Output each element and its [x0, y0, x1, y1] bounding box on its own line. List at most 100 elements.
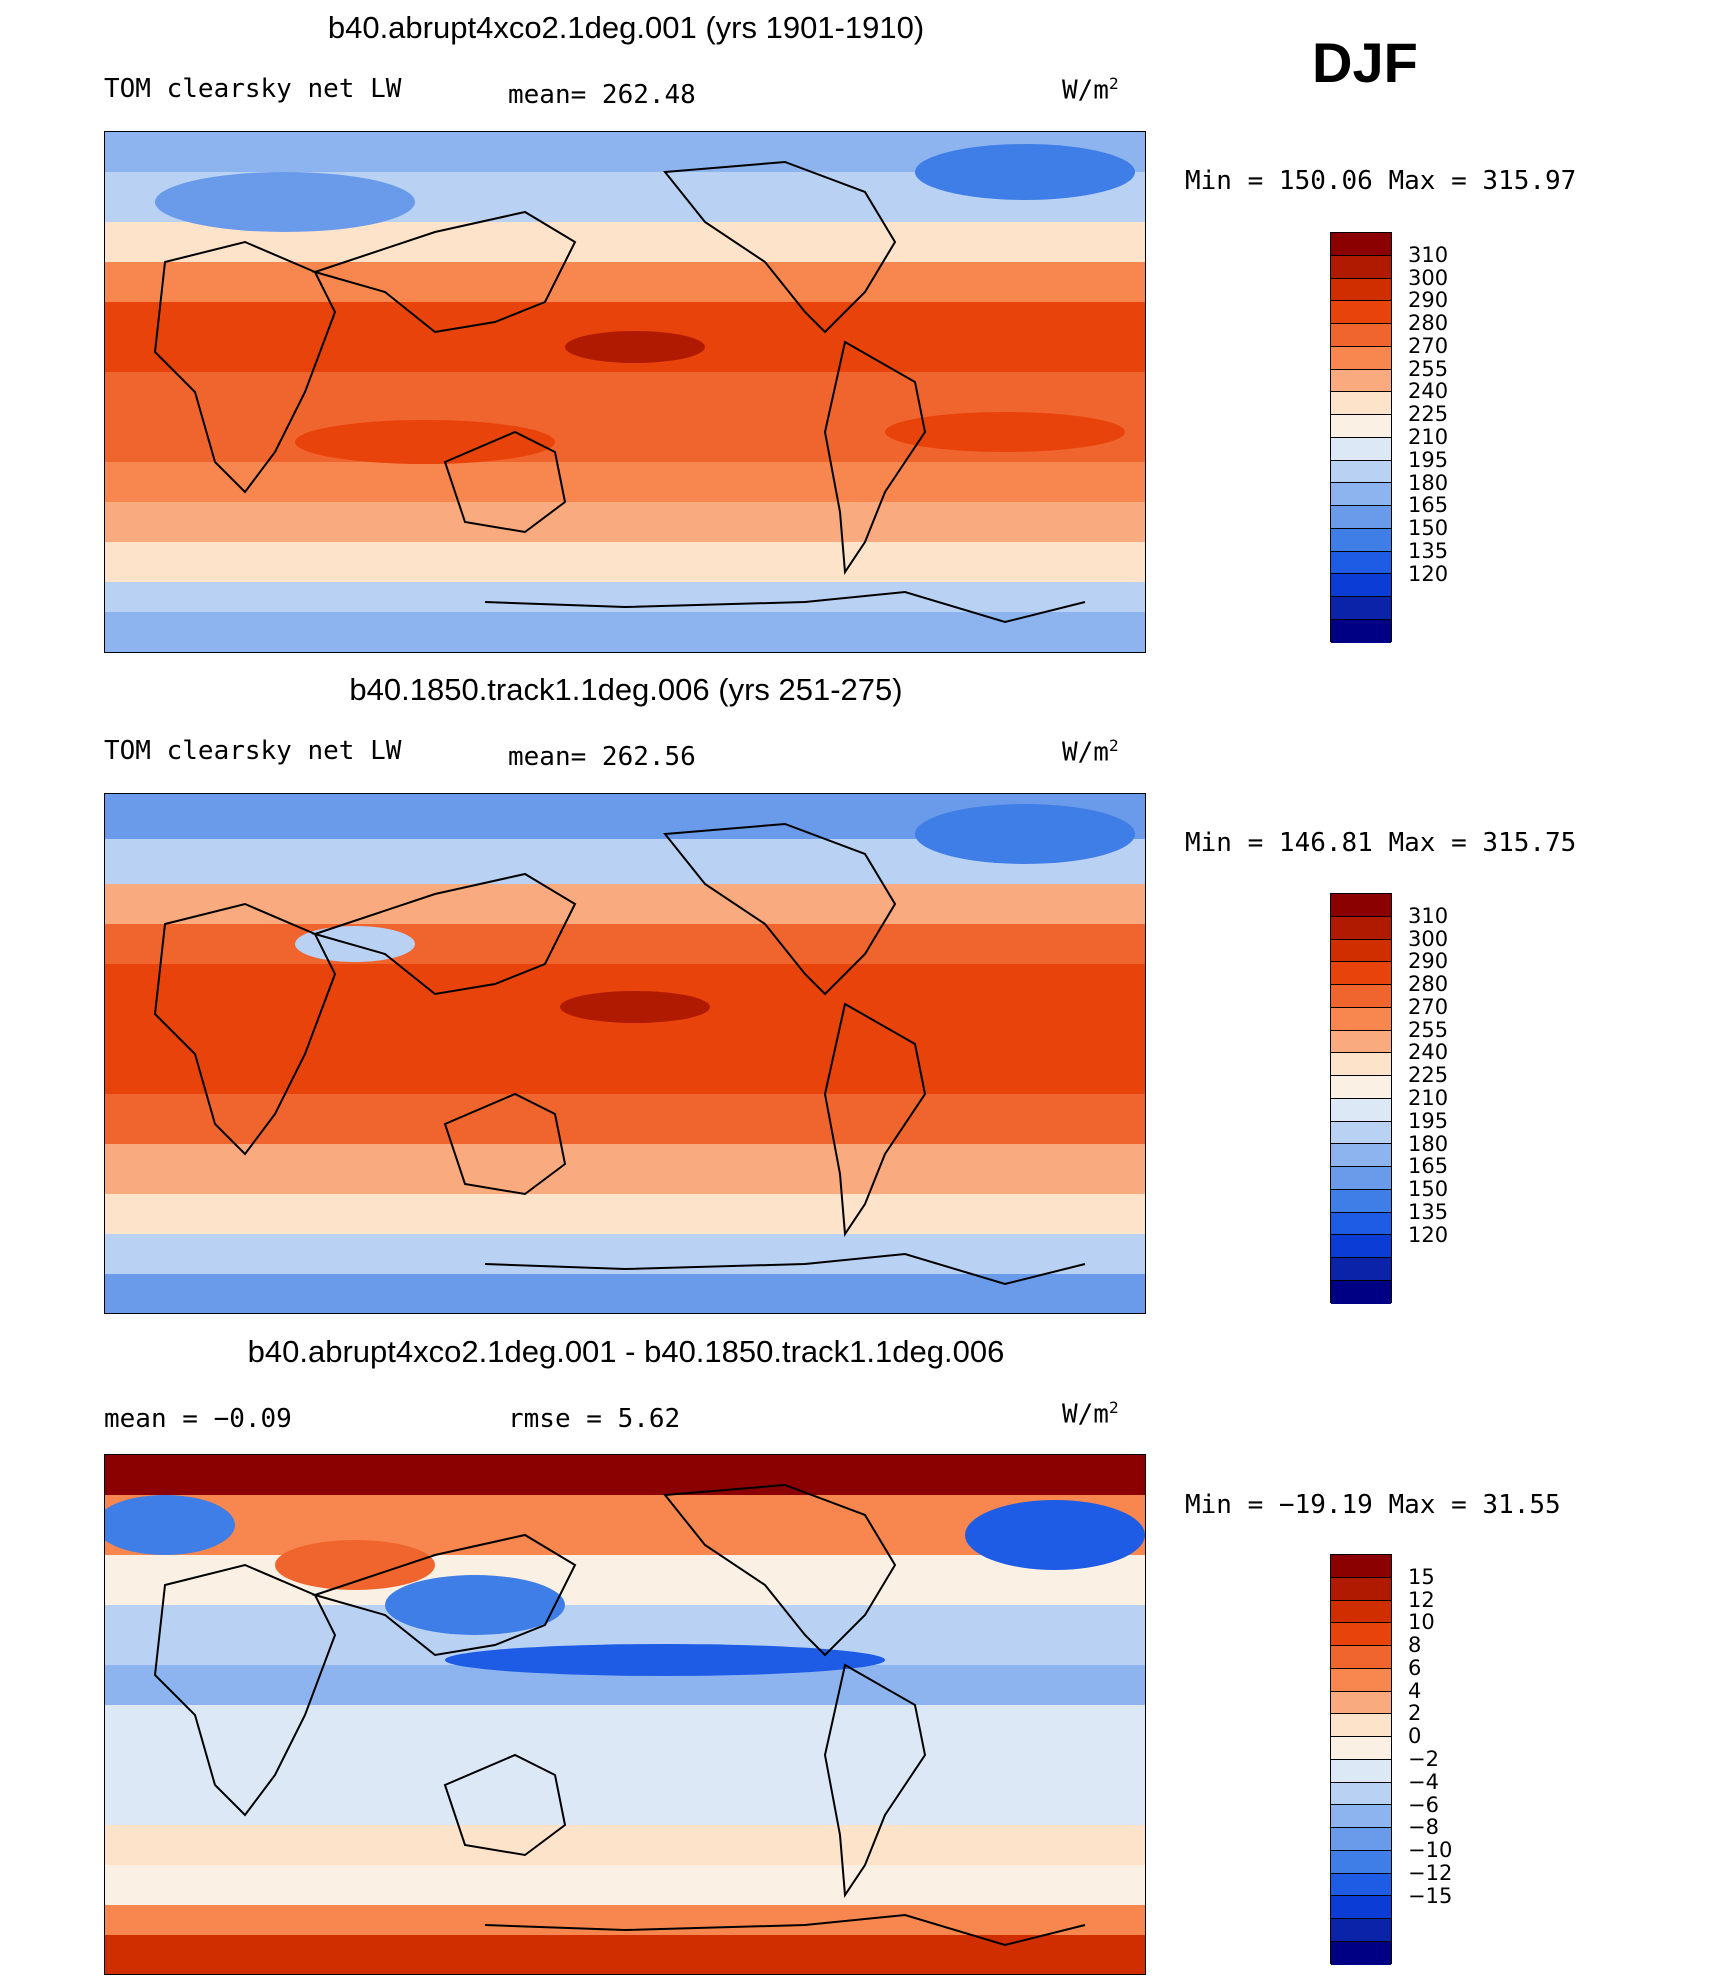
panel-1-title: b40.abrupt4xco2.1deg.001 (yrs 1901-1910) — [327, 10, 925, 45]
colorbar-tick-label: 290 — [1408, 288, 1449, 313]
colorbar-swatch — [1331, 1737, 1391, 1760]
colorbar-swatch — [1331, 1623, 1391, 1647]
panel-1-units: W/m2 — [1062, 74, 1119, 106]
colorbar-swatch — [1331, 1555, 1391, 1578]
panel-2-map-field — [105, 794, 1145, 1313]
colorbar-tick-label: −2 — [1408, 1747, 1439, 1771]
colorbar-tick-label: 150 — [1408, 1177, 1449, 1202]
colorbar-swatch — [1331, 346, 1391, 370]
colorbar-swatch — [1331, 1121, 1391, 1145]
colorbar-swatch — [1331, 1919, 1391, 1943]
colorbar-swatch — [1331, 1759, 1391, 1783]
colorbar-tick-label: 280 — [1408, 311, 1449, 336]
panel-2-minmax: Min = 146.81 Max = 315.75 — [1185, 828, 1577, 858]
colorbar-tick-label: 6 — [1408, 1655, 1422, 1680]
panel-3-colorbar — [1330, 1554, 1392, 1965]
season-label: DJF — [1312, 31, 1418, 94]
colorbar-swatch — [1331, 1167, 1391, 1190]
colorbar-tick-label: −10 — [1408, 1838, 1453, 1863]
colorbar-swatch — [1331, 551, 1391, 575]
panel-2-colorbar-cells — [1331, 894, 1391, 1304]
colorbar-swatch — [1331, 1646, 1391, 1669]
panel-1-colorbar — [1330, 232, 1392, 643]
colorbar-swatch — [1331, 233, 1391, 256]
colorbar-swatch — [1331, 1896, 1391, 1920]
colorbar-swatch — [1331, 1805, 1391, 1829]
colorbar-tick-label: 270 — [1408, 333, 1449, 358]
colorbar-tick-label: −8 — [1408, 1815, 1439, 1840]
colorbar-tick-label: 280 — [1408, 972, 1449, 997]
panel-2-colorbar — [1330, 893, 1392, 1304]
colorbar-tick-label: 8 — [1408, 1633, 1422, 1658]
colorbar-tick-label: 240 — [1408, 1040, 1449, 1065]
colorbar-tick-label: 15 — [1408, 1564, 1435, 1589]
colorbar-tick-label: 0 — [1408, 1724, 1422, 1749]
colorbar-swatch — [1331, 1942, 1391, 1965]
colorbar-tick-label: 240 — [1408, 379, 1449, 404]
colorbar-tick-label: 180 — [1408, 470, 1449, 495]
colorbar-swatch — [1331, 1053, 1391, 1077]
colorbar-swatch — [1331, 1030, 1391, 1054]
colorbar-swatch — [1331, 483, 1391, 507]
colorbar-tick-label: 225 — [1408, 402, 1449, 427]
panel-3-rmse: rmse = 5.62 — [508, 1404, 681, 1434]
colorbar-swatch — [1331, 1691, 1391, 1715]
panel-3-units: W/m2 — [1062, 1398, 1119, 1430]
colorbar-tick-label: 255 — [1408, 1017, 1449, 1042]
panel-2-title: b40.1850.track1.1deg.006 (yrs 251-275) — [349, 672, 903, 707]
colorbar-swatch — [1331, 1600, 1391, 1624]
colorbar-swatch — [1331, 301, 1391, 325]
colorbar-tick-label: 300 — [1408, 926, 1449, 951]
colorbar-tick-label: 150 — [1408, 516, 1449, 541]
panel-3-map-field — [105, 1455, 1145, 1974]
colorbar-tick-label: 120 — [1408, 1222, 1449, 1247]
panel-1-variable: TOM clearsky net LW — [104, 74, 402, 104]
colorbar-swatch — [1331, 1782, 1391, 1806]
panel-2-mean: mean= 262.56 — [508, 742, 696, 772]
colorbar-swatch — [1331, 392, 1391, 416]
colorbar-swatch — [1331, 460, 1391, 484]
colorbar-tick-label: 165 — [1408, 493, 1449, 518]
colorbar-swatch — [1331, 574, 1391, 598]
colorbar-tick-label: 10 — [1408, 1610, 1435, 1635]
colorbar-tick-label: 210 — [1408, 1086, 1449, 1110]
colorbar-tick-label: 135 — [1408, 538, 1449, 563]
colorbar-swatch — [1331, 278, 1391, 302]
colorbar-swatch — [1331, 620, 1391, 643]
colorbar-swatch — [1331, 1235, 1391, 1259]
colorbar-tick-label: 310 — [1408, 242, 1449, 267]
panel-3-colorbar-cells — [1331, 1555, 1391, 1965]
panel-2-colorbar-labels: 310 300 290 280 270 255 240 225 210 195 180 165 150 1… — [1408, 893, 1488, 1303]
panel-2-variable: TOM clearsky net LW — [104, 736, 402, 766]
colorbar-swatch — [1331, 1258, 1391, 1282]
colorbar-swatch — [1331, 962, 1391, 986]
colorbar-tick-label: 180 — [1408, 1131, 1449, 1156]
colorbar-swatch — [1331, 894, 1391, 917]
colorbar-tick-label: 300 — [1408, 265, 1449, 290]
colorbar-tick-label: 12 — [1408, 1587, 1435, 1612]
colorbar-swatch — [1331, 939, 1391, 963]
colorbar-tick-label: −6 — [1408, 1792, 1439, 1817]
colorbar-tick-label: 225 — [1408, 1063, 1449, 1088]
panel-1-map-field — [105, 132, 1145, 652]
colorbar-tick-label: 120 — [1408, 561, 1449, 586]
colorbar-tick-label: 165 — [1408, 1154, 1449, 1179]
colorbar-tick-label: 135 — [1408, 1199, 1449, 1224]
panel-3-mean: mean = −0.09 — [104, 1404, 292, 1434]
panel-1-mean: mean= 262.48 — [508, 80, 696, 110]
panel-3-minmax: Min = −19.19 Max = 31.55 — [1185, 1490, 1561, 1520]
colorbar-tick-label: 255 — [1408, 356, 1449, 381]
colorbar-swatch — [1331, 1873, 1391, 1897]
colorbar-swatch — [1331, 1577, 1391, 1601]
colorbar-tick-label: 270 — [1408, 994, 1449, 1019]
colorbar-tick-label: 4 — [1408, 1678, 1422, 1703]
panel-2-units: W/m2 — [1062, 736, 1119, 768]
colorbar-swatch — [1331, 1828, 1391, 1851]
colorbar-swatch — [1331, 437, 1391, 461]
panel-2-map — [104, 793, 1146, 1314]
colorbar-swatch — [1331, 1098, 1391, 1122]
colorbar-tick-label: 195 — [1408, 1108, 1449, 1133]
colorbar-swatch — [1331, 369, 1391, 393]
colorbar-swatch — [1331, 1007, 1391, 1031]
colorbar-swatch — [1331, 1850, 1391, 1874]
